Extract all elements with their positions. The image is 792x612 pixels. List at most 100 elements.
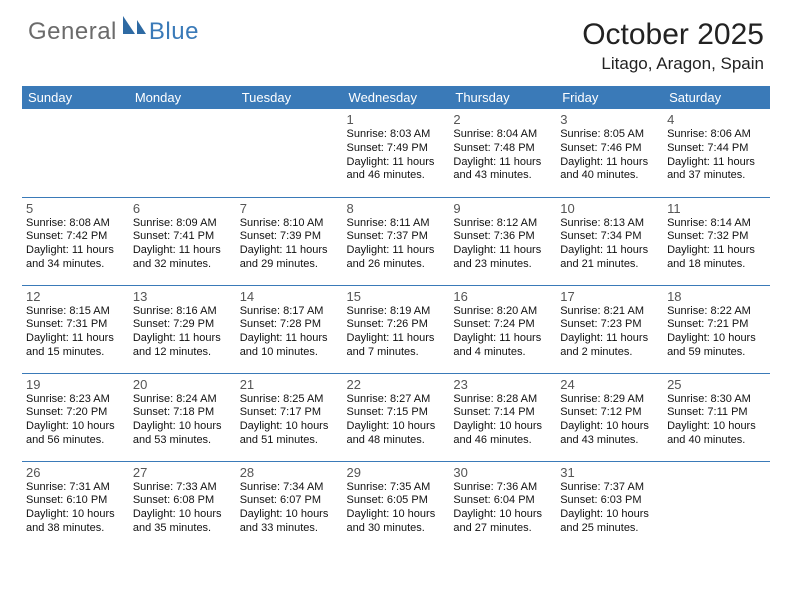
calendar-cell: 13Sunrise: 8:16 AMSunset: 7:29 PMDayligh… [129,285,236,373]
sunrise-text: Sunrise: 8:13 AM [560,217,659,231]
calendar-week-row: 5Sunrise: 8:08 AMSunset: 7:42 PMDaylight… [22,197,770,285]
daylight-text: Daylight: 11 hours and 23 minutes. [453,244,552,272]
day-header: Monday [129,86,236,109]
sunset-text: Sunset: 7:29 PM [133,318,232,332]
calendar-cell: 25Sunrise: 8:30 AMSunset: 7:11 PMDayligh… [663,373,770,461]
day-number: 19 [26,377,125,392]
calendar-cell [129,109,236,197]
day-number: 12 [26,289,125,304]
day-header: Saturday [663,86,770,109]
day-number: 27 [133,465,232,480]
logo-text-blue: Blue [149,18,199,46]
sunset-text: Sunset: 7:31 PM [26,318,125,332]
daylight-text: Daylight: 10 hours and 38 minutes. [26,508,125,536]
calendar-cell: 23Sunrise: 8:28 AMSunset: 7:14 PMDayligh… [449,373,556,461]
calendar-cell: 15Sunrise: 8:19 AMSunset: 7:26 PMDayligh… [343,285,450,373]
sunset-text: Sunset: 7:11 PM [667,406,766,420]
sunset-text: Sunset: 7:37 PM [347,230,446,244]
day-number: 7 [240,201,339,216]
logo: General Blue [28,18,199,46]
cell-details: Sunrise: 8:11 AMSunset: 7:37 PMDaylight:… [347,217,446,272]
sunrise-text: Sunrise: 8:08 AM [26,217,125,231]
sunset-text: Sunset: 7:49 PM [347,142,446,156]
cell-details: Sunrise: 7:37 AMSunset: 6:03 PMDaylight:… [560,481,659,536]
sunrise-text: Sunrise: 7:35 AM [347,481,446,495]
cell-details: Sunrise: 8:09 AMSunset: 7:41 PMDaylight:… [133,217,232,272]
day-number: 16 [453,289,552,304]
sunset-text: Sunset: 6:07 PM [240,494,339,508]
cell-details: Sunrise: 8:14 AMSunset: 7:32 PMDaylight:… [667,217,766,272]
daylight-text: Daylight: 10 hours and 33 minutes. [240,508,339,536]
sunrise-text: Sunrise: 8:12 AM [453,217,552,231]
sunset-text: Sunset: 7:26 PM [347,318,446,332]
sunrise-text: Sunrise: 8:22 AM [667,305,766,319]
calendar-body: 1Sunrise: 8:03 AMSunset: 7:49 PMDaylight… [22,109,770,549]
cell-details: Sunrise: 8:30 AMSunset: 7:11 PMDaylight:… [667,393,766,448]
cell-details: Sunrise: 8:27 AMSunset: 7:15 PMDaylight:… [347,393,446,448]
calendar-cell: 17Sunrise: 8:21 AMSunset: 7:23 PMDayligh… [556,285,663,373]
day-header: Wednesday [343,86,450,109]
cell-details: Sunrise: 8:13 AMSunset: 7:34 PMDaylight:… [560,217,659,272]
sunset-text: Sunset: 7:36 PM [453,230,552,244]
calendar-cell: 31Sunrise: 7:37 AMSunset: 6:03 PMDayligh… [556,461,663,549]
day-number: 17 [560,289,659,304]
daylight-text: Daylight: 11 hours and 37 minutes. [667,156,766,184]
sunrise-text: Sunrise: 8:10 AM [240,217,339,231]
day-number: 28 [240,465,339,480]
sunset-text: Sunset: 7:44 PM [667,142,766,156]
daylight-text: Daylight: 10 hours and 43 minutes. [560,420,659,448]
calendar-cell: 9Sunrise: 8:12 AMSunset: 7:36 PMDaylight… [449,197,556,285]
calendar-cell: 14Sunrise: 8:17 AMSunset: 7:28 PMDayligh… [236,285,343,373]
sunrise-text: Sunrise: 8:30 AM [667,393,766,407]
sunset-text: Sunset: 7:24 PM [453,318,552,332]
sunrise-text: Sunrise: 8:20 AM [453,305,552,319]
cell-details: Sunrise: 7:33 AMSunset: 6:08 PMDaylight:… [133,481,232,536]
daylight-text: Daylight: 10 hours and 35 minutes. [133,508,232,536]
daylight-text: Daylight: 10 hours and 51 minutes. [240,420,339,448]
cell-details: Sunrise: 8:10 AMSunset: 7:39 PMDaylight:… [240,217,339,272]
day-number: 8 [347,201,446,216]
sunrise-text: Sunrise: 8:27 AM [347,393,446,407]
calendar-cell: 20Sunrise: 8:24 AMSunset: 7:18 PMDayligh… [129,373,236,461]
cell-details: Sunrise: 8:22 AMSunset: 7:21 PMDaylight:… [667,305,766,360]
calendar-cell [22,109,129,197]
day-header: Tuesday [236,86,343,109]
sunset-text: Sunset: 7:20 PM [26,406,125,420]
day-number: 2 [453,112,552,127]
sunset-text: Sunset: 7:42 PM [26,230,125,244]
cell-details: Sunrise: 8:08 AMSunset: 7:42 PMDaylight:… [26,217,125,272]
calendar-cell: 4Sunrise: 8:06 AMSunset: 7:44 PMDaylight… [663,109,770,197]
sunset-text: Sunset: 6:10 PM [26,494,125,508]
day-number: 30 [453,465,552,480]
day-number: 9 [453,201,552,216]
daylight-text: Daylight: 11 hours and 4 minutes. [453,332,552,360]
sunset-text: Sunset: 7:41 PM [133,230,232,244]
calendar-cell: 11Sunrise: 8:14 AMSunset: 7:32 PMDayligh… [663,197,770,285]
cell-details: Sunrise: 8:23 AMSunset: 7:20 PMDaylight:… [26,393,125,448]
daylight-text: Daylight: 10 hours and 27 minutes. [453,508,552,536]
cell-details: Sunrise: 8:19 AMSunset: 7:26 PMDaylight:… [347,305,446,360]
daylight-text: Daylight: 11 hours and 10 minutes. [240,332,339,360]
logo-text-general: General [28,18,117,46]
daylight-text: Daylight: 10 hours and 48 minutes. [347,420,446,448]
title-block: October 2025 Litago, Aragon, Spain [582,18,764,74]
daylight-text: Daylight: 10 hours and 40 minutes. [667,420,766,448]
sunset-text: Sunset: 7:18 PM [133,406,232,420]
sunrise-text: Sunrise: 7:33 AM [133,481,232,495]
day-header: Friday [556,86,663,109]
sunrise-text: Sunrise: 8:14 AM [667,217,766,231]
sunrise-text: Sunrise: 7:37 AM [560,481,659,495]
sunset-text: Sunset: 7:15 PM [347,406,446,420]
calendar-cell: 30Sunrise: 7:36 AMSunset: 6:04 PMDayligh… [449,461,556,549]
calendar-cell: 18Sunrise: 8:22 AMSunset: 7:21 PMDayligh… [663,285,770,373]
logo-sail-icon [121,14,147,41]
calendar-cell [663,461,770,549]
sunrise-text: Sunrise: 8:17 AM [240,305,339,319]
calendar-cell: 24Sunrise: 8:29 AMSunset: 7:12 PMDayligh… [556,373,663,461]
header: General Blue October 2025 Litago, Aragon… [0,0,792,78]
day-number: 5 [26,201,125,216]
daylight-text: Daylight: 11 hours and 7 minutes. [347,332,446,360]
calendar-cell: 5Sunrise: 8:08 AMSunset: 7:42 PMDaylight… [22,197,129,285]
cell-details: Sunrise: 8:29 AMSunset: 7:12 PMDaylight:… [560,393,659,448]
cell-details: Sunrise: 7:35 AMSunset: 6:05 PMDaylight:… [347,481,446,536]
